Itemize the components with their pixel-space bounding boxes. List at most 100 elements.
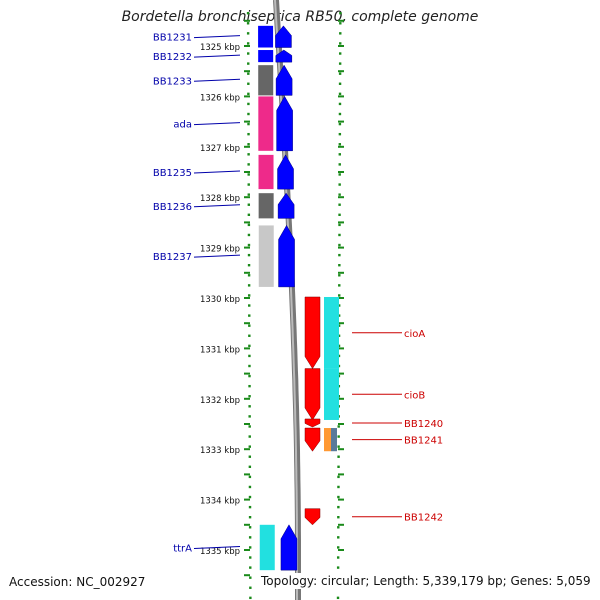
ruler-dot [338,72,342,75]
forward-gene-labels[interactable]: BB1231 BB1232 BB1233 ada BB1235 BB1236 BB1237 t… [153,33,241,555]
ruler-major-tick [338,423,344,425]
ruler-dot [338,62,342,65]
gene-label-BB1232[interactable]: BB1232 [153,52,192,63]
forward-class-block [258,154,274,190]
ruler-dot [338,52,342,55]
forward-class-block [258,25,274,48]
ruler-dot [337,495,340,499]
ruler-major-tick [244,523,250,526]
ruler-dot [337,334,341,337]
gene-label-ada[interactable]: ada [173,120,192,131]
gene-label-ttrA[interactable]: ttrA [173,543,192,554]
gene-label-cioA[interactable]: cioA [404,329,425,340]
ruler-dot [338,82,342,85]
ruler-dot [338,233,341,237]
forward-class-block [259,524,275,571]
forward-class-block [258,193,274,219]
forward-class-block [258,50,274,63]
scale-label: 1334 kbp [200,497,240,507]
ruler-dot [338,193,341,196]
ruler-dot [337,445,340,448]
ruler-major-tick [338,322,344,325]
ruler-major-tick [338,145,344,148]
ruler-dot [247,72,250,75]
ruler-dot [338,163,341,166]
ruler-dot [337,465,340,468]
ruler-dot [337,546,340,549]
scale-label: 1326 kbp [200,93,240,103]
ruler-dot [247,62,250,65]
scale-label: 1332 kbp [200,396,240,406]
ruler-dot [246,32,250,35]
reverse-cds-arrow [304,368,321,421]
gene-label-BB1237[interactable]: BB1237 [153,252,192,263]
scale-label: 1333 kbp [200,446,240,456]
reverse-class-block [324,368,339,420]
accession-label: Accession: NC_002927 [9,575,146,589]
ruler-dot [336,596,340,600]
gene-label-cioB[interactable]: cioB [404,390,425,401]
ruler-dot [248,395,251,398]
reverse-cds-arrow [304,418,321,428]
forward-cds-arrow [277,154,294,190]
ruler-major-tick [244,498,250,501]
ruler-major-tick [244,574,250,577]
ruler-dot [337,314,341,317]
ruler-major-tick [338,448,344,451]
scale-label: 1327 kbp [200,144,240,154]
ruler-major-tick [244,70,250,73]
gene-label-BB1235[interactable]: BB1235 [153,168,192,179]
ruler-dot [339,32,342,35]
forward-class-block [258,225,274,287]
gene-leader-line [193,170,241,174]
gene-label-BB1242[interactable]: BB1242 [404,513,443,524]
reverse-gene-labels[interactable]: cioA cioB BB1240 BB1241 BB1242 [352,329,443,524]
gene-leader-line [193,54,241,58]
gene-label-BB1236[interactable]: BB1236 [153,202,192,213]
ruler-major-tick [244,271,250,274]
backbone-highlight [274,0,298,600]
forward-cds-track [275,25,298,571]
reverse-cds-arrow [304,508,321,526]
ruler-dot [247,213,251,216]
ruler-dot [337,485,340,489]
ruler-dot [338,122,342,126]
ruler-dot [246,22,250,25]
ruler-major-tick [338,397,344,400]
ruler-dot [338,264,341,267]
ruler-major-tick [244,19,250,22]
ruler-major-tick [338,271,344,274]
scale-label: 1329 kbp [200,245,240,255]
forward-class-block [258,96,274,151]
ruler-major-tick [244,322,250,325]
ruler-dot [338,294,341,297]
scale-labels: 1325 kbp 1326 kbp 1327 kbp 1328 kbp 1329 kbp… [200,43,240,557]
ruler-dot [247,233,251,237]
ruler-major-tick [244,95,250,98]
gene-label-BB1233[interactable]: BB1233 [153,76,192,87]
ruler-dot [247,253,251,257]
ruler-dot [246,12,250,15]
ruler-dot [339,12,342,15]
ruler-dot [338,153,341,156]
ruler-major-tick [338,372,344,375]
ruler-dot [338,213,341,216]
gene-leader-line [193,35,241,39]
ruler-dot [337,455,340,458]
ruler-major-tick [338,95,344,98]
ruler-major-tick [244,196,250,199]
gene-label-BB1240[interactable]: BB1240 [404,419,443,430]
ruler-dot [247,52,250,55]
forward-cds-arrow [275,49,293,63]
ruler-dot [248,384,251,388]
gene-label-BB1241[interactable]: BB1241 [404,436,443,447]
ruler-major-tick [244,549,250,551]
forward-class-block [258,65,274,96]
ruler-dot [338,112,342,116]
ruler-dot [249,556,252,559]
ruler-major-tick [338,549,344,551]
gene-label-BB1231[interactable]: BB1231 [153,33,192,44]
ruler-major-tick [244,45,250,47]
ruler-major-tick [244,372,250,375]
ruler-major-tick [244,347,250,350]
